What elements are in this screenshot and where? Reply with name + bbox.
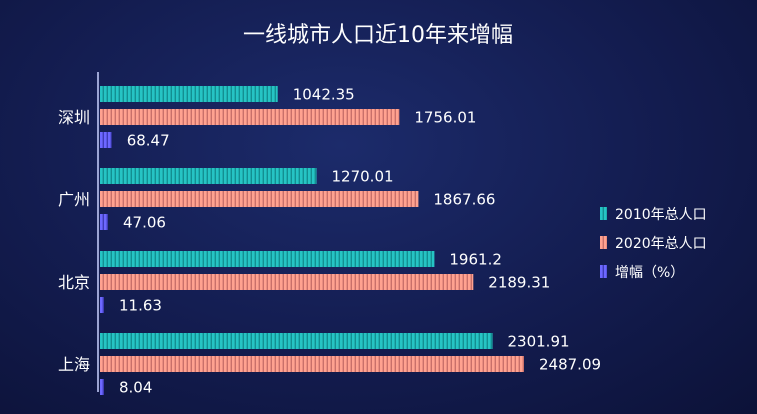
bar bbox=[100, 132, 112, 148]
category-label: 广州 bbox=[58, 190, 90, 209]
legend-entry: 增幅（%） bbox=[615, 265, 684, 281]
bar bbox=[100, 109, 400, 125]
data-label: 1961.2 bbox=[449, 251, 502, 269]
bar bbox=[100, 356, 524, 372]
data-label: 2301.91 bbox=[508, 333, 570, 351]
bar bbox=[100, 86, 278, 102]
legend-entry: 2010年总人口 bbox=[615, 207, 707, 223]
data-label: 2487.09 bbox=[539, 356, 601, 374]
data-label: 2189.31 bbox=[488, 274, 550, 292]
category-label: 上海 bbox=[58, 355, 90, 374]
legend-swatch bbox=[600, 207, 607, 220]
data-label: 11.63 bbox=[119, 297, 162, 315]
chart-title: 一线城市人口近10年来增幅 bbox=[243, 23, 513, 48]
bar bbox=[100, 297, 104, 313]
data-label: 68.47 bbox=[127, 132, 170, 150]
bar bbox=[100, 214, 108, 230]
data-label: 1756.01 bbox=[414, 109, 476, 127]
bar bbox=[100, 379, 104, 395]
data-label: 47.06 bbox=[123, 214, 166, 232]
bar bbox=[100, 191, 419, 207]
bar bbox=[100, 168, 317, 184]
category-label: 深圳 bbox=[58, 108, 90, 127]
legend-swatch bbox=[600, 236, 607, 249]
legend-entry: 2020年总人口 bbox=[615, 236, 707, 252]
legend-swatch bbox=[600, 265, 607, 278]
bar bbox=[100, 274, 474, 290]
bar bbox=[100, 333, 493, 349]
data-label: 1270.01 bbox=[332, 168, 394, 186]
category-label: 北京 bbox=[58, 273, 90, 292]
data-label: 1042.35 bbox=[293, 86, 355, 104]
bar bbox=[100, 251, 435, 267]
data-label: 8.04 bbox=[119, 379, 152, 397]
data-label: 1867.66 bbox=[433, 191, 495, 209]
